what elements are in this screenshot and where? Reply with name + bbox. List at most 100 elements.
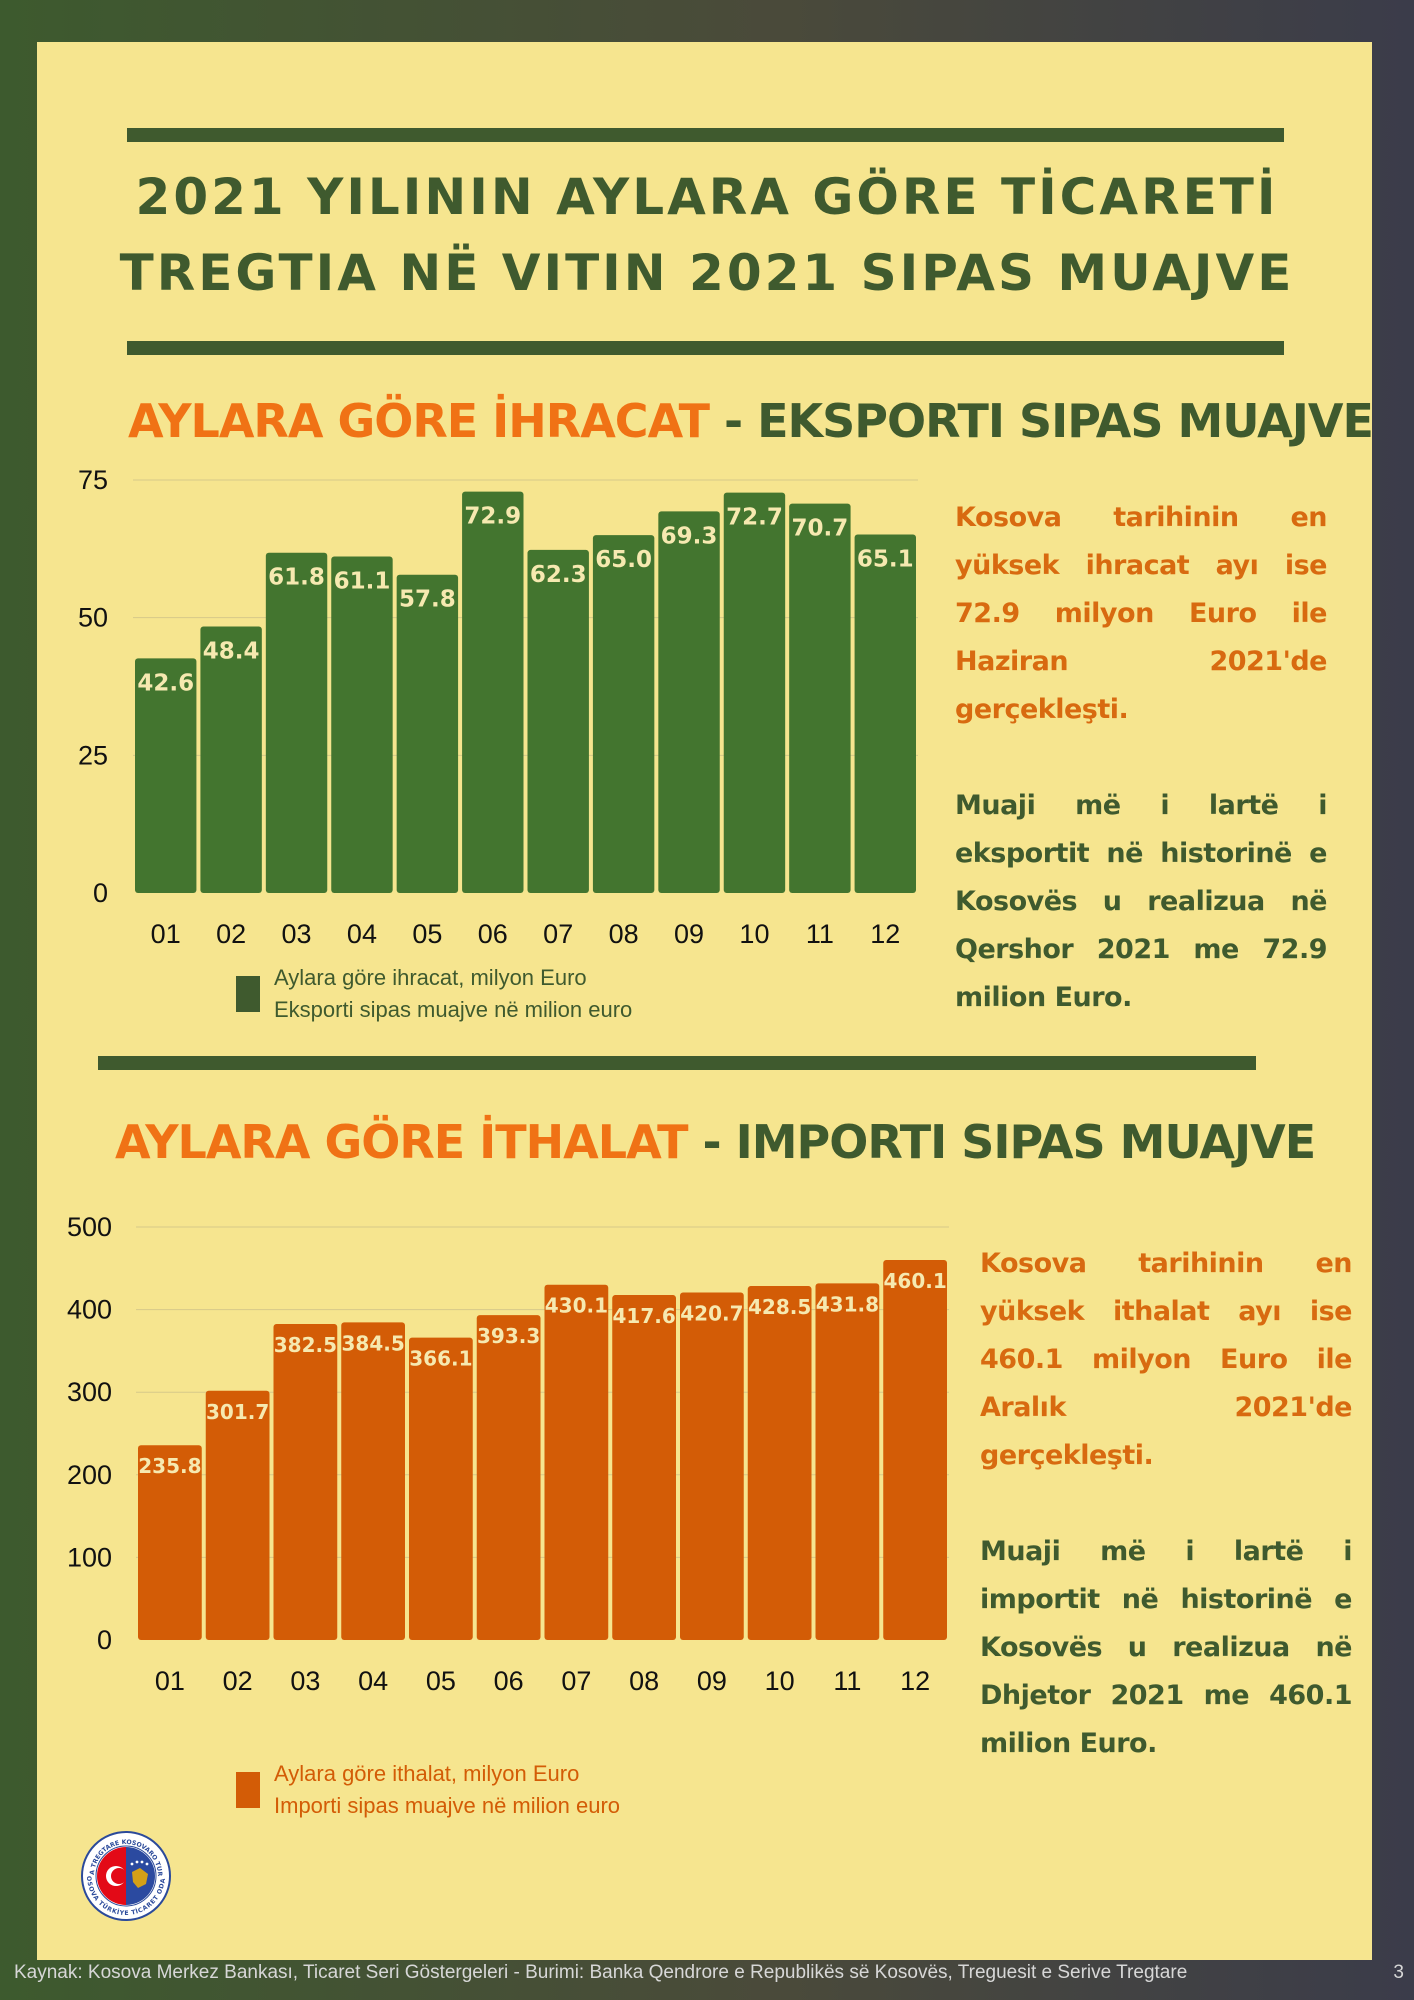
import-bar — [612, 1295, 676, 1640]
export-x-tick-label: 02 — [216, 919, 246, 949]
import-legend-line-1: Aylara göre ithalat, milyon Euro — [274, 1761, 580, 1786]
export-bar — [135, 658, 197, 893]
import-bar — [544, 1284, 609, 1640]
import-bar — [747, 1286, 812, 1640]
export-heading-tr: AYLARA GÖRE İHRACAT — [128, 394, 710, 448]
import-y-tick-label: 300 — [67, 1377, 112, 1407]
import-bar-value-label: 460.1 — [883, 1269, 946, 1293]
import-bar-value-label: 428.5 — [748, 1295, 811, 1319]
import-x-tick-label: 09 — [697, 1666, 727, 1696]
main-title-line-2: TREGTIA NË VITIN 2021 SIPAS MUAJVE — [119, 244, 1295, 302]
export-x-tick-label: 08 — [609, 919, 639, 949]
import-legend: Aylara göre ithalat, milyon Euro Importi… — [236, 1758, 620, 1822]
import-note: Kosova tarihinin en yüksek ithalat ayı i… — [980, 1240, 1353, 1768]
export-bar — [331, 556, 393, 893]
import-x-tick-label: 12 — [900, 1666, 930, 1696]
import-bar — [883, 1259, 947, 1640]
export-bar — [723, 492, 786, 893]
export-heading: AYLARA GÖRE İHRACAT - EKSPORTI SIPAS MUA… — [128, 394, 1374, 448]
export-x-tick-label: 03 — [282, 919, 312, 949]
export-bar — [200, 626, 262, 893]
import-y-tick-label: 500 — [67, 1212, 112, 1242]
export-bar-value-label: 48.4 — [203, 638, 260, 664]
export-x-tick-label: 05 — [412, 919, 442, 949]
import-legend-swatch — [236, 1772, 260, 1808]
export-bar-value-label: 72.9 — [464, 504, 521, 530]
export-bar — [265, 552, 328, 893]
export-x-tick-label: 07 — [543, 919, 573, 949]
import-x-tick-label: 07 — [561, 1666, 591, 1696]
import-bar — [138, 1445, 202, 1640]
import-note-al: Muaji më i lartë i importit në historinë… — [980, 1536, 1353, 1759]
export-bar-value-label: 61.8 — [268, 565, 325, 591]
export-bar — [527, 549, 589, 893]
main-title-line-1: 2021 YILININ AYLARA GÖRE TİCARETİ — [135, 168, 1279, 226]
export-bar-value-label: 70.7 — [792, 516, 849, 542]
import-bar — [341, 1322, 405, 1640]
import-bar-value-label: 420.7 — [680, 1302, 743, 1326]
export-y-tick-label: 25 — [78, 740, 108, 770]
export-bar-value-label: 42.6 — [137, 670, 194, 696]
import-bar — [205, 1390, 270, 1640]
import-bar-value-label: 393.3 — [477, 1324, 540, 1348]
import-x-tick-label: 10 — [765, 1666, 795, 1696]
import-bar-value-label: 384.5 — [341, 1331, 404, 1355]
export-bar-value-label: 57.8 — [399, 587, 456, 613]
export-note-al: Muaji më i lartë i eksportit në historin… — [955, 790, 1328, 1013]
import-bar — [680, 1292, 744, 1640]
import-bar-value-label: 301.7 — [206, 1400, 269, 1424]
import-bar — [476, 1315, 541, 1640]
export-bar — [592, 535, 655, 893]
export-bar — [658, 511, 720, 893]
export-y-tick-label: 75 — [78, 465, 108, 495]
import-bar-value-label: 366.1 — [409, 1347, 472, 1371]
import-bar-value-label: 382.5 — [274, 1333, 337, 1357]
footer: Kaynak: Kosova Merkez Bankası, Ticaret S… — [14, 1962, 1404, 1984]
import-y-tick-label: 200 — [67, 1460, 112, 1490]
title-bottom-rule — [127, 341, 1284, 355]
export-x-tick-label: 04 — [347, 919, 377, 949]
export-bar-value-label: 62.3 — [530, 562, 587, 588]
export-note-tr: Kosova tarihinin en yüksek ihracat ayı i… — [955, 502, 1328, 725]
import-note-tr: Kosova tarihinin en yüksek ithalat ayı i… — [980, 1248, 1353, 1471]
export-legend-line-1: Aylara göre ihracat, milyon Euro — [274, 965, 587, 990]
chamber-logo: ODA TREGTARE KOSOVARO TURKE KOSOVA TÜRKİ… — [80, 1830, 171, 1921]
import-heading-tr: AYLARA GÖRE İTHALAT — [115, 1115, 688, 1169]
export-x-tick-label: 12 — [870, 919, 900, 949]
export-x-tick-label: 09 — [674, 919, 704, 949]
import-x-tick-label: 06 — [494, 1666, 524, 1696]
import-x-tick-label: 01 — [155, 1666, 185, 1696]
import-bar — [409, 1337, 473, 1640]
import-y-tick-label: 0 — [97, 1625, 112, 1655]
export-x-tick-label: 01 — [151, 919, 181, 949]
import-x-tick-label: 02 — [223, 1666, 253, 1696]
import-x-tick-label: 04 — [358, 1666, 388, 1696]
export-bar — [462, 491, 524, 893]
import-bar-value-label: 417.6 — [612, 1304, 675, 1328]
export-x-tick-label: 06 — [478, 919, 508, 949]
export-bar-value-label: 61.1 — [334, 569, 391, 595]
export-legend: Aylara göre ihracat, milyon Euro Eksport… — [236, 962, 632, 1026]
export-bar-value-label: 65.0 — [595, 547, 652, 573]
import-x-tick-label: 11 — [833, 1666, 861, 1696]
export-bar — [789, 503, 851, 893]
title-top-rule — [127, 128, 1284, 142]
export-legend-line-2: Eksporti sipas muajve në milion euro — [274, 997, 633, 1022]
export-heading-separator: - — [708, 394, 758, 448]
import-heading-separator: - — [687, 1115, 736, 1169]
import-bar — [815, 1283, 880, 1640]
section-divider-rule — [98, 1056, 1256, 1070]
import-x-tick-label: 05 — [426, 1666, 456, 1696]
import-y-tick-label: 400 — [67, 1295, 112, 1325]
import-legend-line-2: Importi sipas muajve në milion euro — [274, 1793, 621, 1818]
footer-source: Kaynak: Kosova Merkez Bankası, Ticaret S… — [14, 1962, 1188, 1983]
export-y-tick-label: 0 — [93, 878, 108, 908]
export-heading-al: EKSPORTI SIPAS MUAJVE — [757, 394, 1374, 448]
import-bar — [273, 1324, 338, 1640]
export-legend-swatch — [236, 976, 260, 1012]
import-x-tick-label: 03 — [290, 1666, 320, 1696]
page-number: 3 — [1393, 1962, 1404, 1983]
export-bar-value-label: 69.3 — [661, 523, 718, 549]
import-bar-value-label: 431.8 — [816, 1292, 879, 1316]
import-x-tick-label: 08 — [629, 1666, 659, 1696]
